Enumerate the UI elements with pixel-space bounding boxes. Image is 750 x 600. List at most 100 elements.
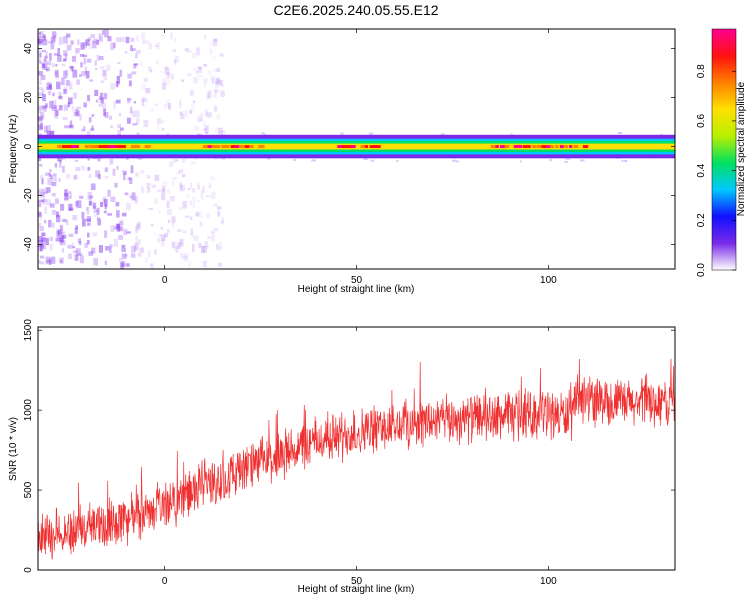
spectrogram-peak bbox=[253, 145, 261, 149]
spectrogram-speckle bbox=[213, 228, 219, 231]
spectrogram-speckle bbox=[216, 114, 221, 120]
spectrogram-peak bbox=[351, 145, 358, 149]
spectrogram-speckle bbox=[39, 163, 43, 167]
spectrogram-speckle bbox=[103, 196, 107, 205]
spectrogram-speckle bbox=[150, 69, 153, 73]
spectrogram-speckle bbox=[39, 226, 45, 232]
spectrogram-speckle bbox=[177, 229, 182, 232]
spectrogram-speckle bbox=[190, 183, 193, 189]
spectrogram-speckle bbox=[38, 38, 41, 45]
spectrogram-speckle bbox=[51, 37, 56, 44]
spectrogram-speckle bbox=[82, 41, 87, 49]
spectrogram-speckle bbox=[119, 220, 124, 226]
spectrogram-speckle bbox=[64, 52, 68, 61]
spectrogram-speckle bbox=[174, 246, 179, 253]
spectrogram-speckle bbox=[93, 205, 97, 214]
spectrogram-speckle bbox=[56, 214, 61, 223]
spectrogram-speckle bbox=[63, 88, 67, 95]
spectrogram-speckle bbox=[139, 247, 144, 253]
spectrogram-speckle bbox=[199, 221, 203, 227]
spectrogram-speckle bbox=[135, 118, 140, 125]
spectrogram-speckle bbox=[70, 40, 74, 45]
spectrogram-speckle bbox=[143, 104, 147, 107]
snr-x-tick-label: 50 bbox=[351, 576, 363, 587]
spectrogram-speckle bbox=[217, 262, 222, 267]
spectrogram-speckle bbox=[39, 191, 45, 199]
spectrogram-speckle bbox=[48, 52, 52, 61]
spectrogram-speckle bbox=[40, 199, 45, 203]
spectrogram-speckle bbox=[127, 177, 132, 181]
spectrogram-speckle bbox=[38, 39, 43, 44]
snr-y-tick-label: 1000 bbox=[23, 399, 34, 422]
spectrogram-speckle bbox=[170, 31, 173, 40]
spectrogram-speckle bbox=[133, 63, 137, 69]
spectrogram-speckle bbox=[86, 206, 89, 212]
spectrogram-peak bbox=[80, 145, 86, 149]
spectrogram-speckle bbox=[131, 245, 136, 253]
spectrogram-speckle bbox=[63, 50, 68, 57]
spectrogram-speckle bbox=[126, 263, 130, 267]
spectrogram-speckle bbox=[180, 252, 183, 259]
snr-background bbox=[38, 327, 675, 570]
spectrogram-peak bbox=[94, 145, 100, 149]
spectrogram-speckle bbox=[38, 86, 43, 91]
spectrogram-speckle bbox=[38, 36, 43, 43]
spectrogram-speckle bbox=[93, 38, 98, 44]
spectrogram-speckle bbox=[62, 218, 68, 223]
spectrogram-speckle bbox=[209, 75, 215, 83]
spectrogram-speckle bbox=[172, 221, 175, 224]
spectrogram-speckle bbox=[133, 101, 136, 104]
spectrogram-speckle bbox=[57, 47, 61, 56]
spectrogram-speckle bbox=[197, 115, 201, 122]
spectrogram-speckle bbox=[49, 101, 54, 109]
spectrogram-speckle bbox=[41, 105, 47, 109]
spectrogram-speckle bbox=[59, 225, 64, 231]
spectrogram-speckle bbox=[549, 159, 552, 162]
spectrogram-peak bbox=[541, 145, 547, 149]
spectrogram-speckle bbox=[161, 83, 167, 90]
spectrogram-speckle bbox=[67, 102, 70, 108]
spectrogram-speckle bbox=[56, 74, 60, 80]
spectrogram-speckle bbox=[103, 77, 108, 81]
spectrogram-speckle bbox=[168, 219, 171, 224]
spectrogram-speckle bbox=[118, 112, 122, 117]
spectrogram-y-tick-label: 20 bbox=[23, 92, 34, 104]
spectrogram-speckle bbox=[64, 69, 69, 76]
spectrogram-speckle bbox=[179, 238, 184, 247]
spectrogram-speckle bbox=[164, 232, 168, 238]
spectrogram-speckle bbox=[39, 255, 45, 259]
spectrogram-peak bbox=[89, 145, 96, 149]
spectrogram-speckle bbox=[98, 245, 104, 253]
spectrogram-speckle bbox=[80, 42, 85, 50]
spectrogram-speckle bbox=[79, 240, 82, 246]
spectrogram-speckle bbox=[172, 159, 177, 163]
spectrogram-speckle bbox=[110, 225, 115, 233]
spectrogram-speckle bbox=[117, 61, 121, 64]
spectrogram-speckle bbox=[163, 77, 168, 85]
spectrogram-speckle bbox=[192, 202, 196, 208]
spectrogram-speckle bbox=[158, 234, 163, 237]
spectrogram-speckle bbox=[109, 158, 114, 165]
spectrogram-speckle bbox=[45, 187, 51, 193]
spectrogram-speckle bbox=[48, 219, 52, 228]
spectrogram-speckle bbox=[186, 193, 190, 199]
spectrogram-speckle bbox=[216, 244, 219, 250]
spectrogram-speckle bbox=[194, 126, 199, 131]
spectrogram-speckle bbox=[98, 56, 104, 61]
spectrogram-speckle bbox=[40, 237, 45, 245]
spectrogram-peak bbox=[569, 145, 573, 149]
spectrogram-speckle bbox=[184, 47, 189, 52]
spectrogram-speckle bbox=[208, 185, 211, 189]
spectrogram-speckle bbox=[81, 211, 85, 219]
spectrogram-peak bbox=[536, 145, 544, 149]
spectrogram-speckle bbox=[39, 52, 42, 58]
spectrogram-peak bbox=[573, 145, 580, 149]
spectrogram-speckle bbox=[154, 174, 160, 182]
spectrogram-speckle bbox=[163, 103, 167, 109]
spectrogram-x-tick-label: 50 bbox=[351, 275, 363, 286]
spectrogram-speckle bbox=[38, 240, 43, 247]
spectrogram-speckle bbox=[87, 37, 92, 42]
spectrogram-speckle bbox=[196, 117, 201, 123]
spectrogram-peak bbox=[532, 145, 537, 149]
spectrogram-speckle bbox=[123, 173, 126, 181]
